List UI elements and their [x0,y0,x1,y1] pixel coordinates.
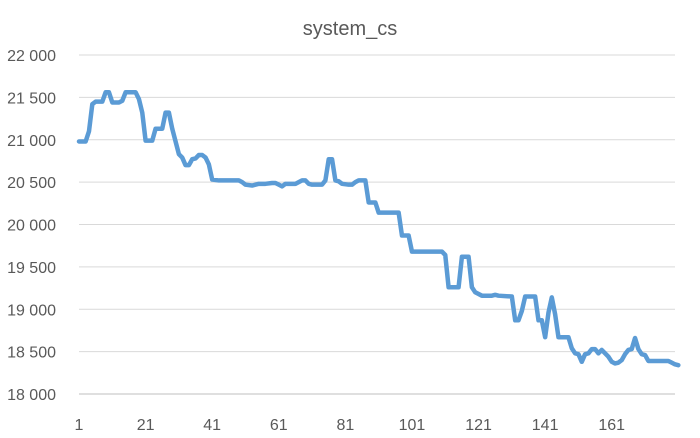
chart-title: system_cs [303,18,397,40]
y-tick-labels: 18 000 18 500 19 000 19 500 20 000 20 500 21 0… [7,48,56,404]
y-tick-label: 20 500 [7,175,56,192]
series-layer [76,90,681,368]
y-tick-label: 18 500 [7,345,56,362]
y-tick-label: 20 000 [7,218,56,235]
x-tick-label: 1 [75,417,84,434]
y-tick-label: 19 500 [7,260,56,277]
y-tick-label: 22 000 [7,48,56,65]
x-tick-label: 161 [598,417,625,434]
x-tick-label: 121 [465,417,492,434]
y-tick-label: 21 000 [7,133,56,150]
y-tick-label: 19 000 [7,302,56,319]
x-tick-labels: 1 21 41 61 81 101 121 141 161 [75,417,626,434]
y-tick-label: 21 500 [7,90,56,107]
x-tick-label: 101 [399,417,426,434]
x-tick-label: 41 [203,417,221,434]
x-tick-label: 81 [336,417,354,434]
x-tick-label: 141 [532,417,559,434]
x-tick-label: 21 [137,417,155,434]
x-tick-label: 61 [270,417,288,434]
gridlines [79,54,675,353]
y-tick-label: 18 000 [7,387,56,404]
series-line [76,90,681,368]
